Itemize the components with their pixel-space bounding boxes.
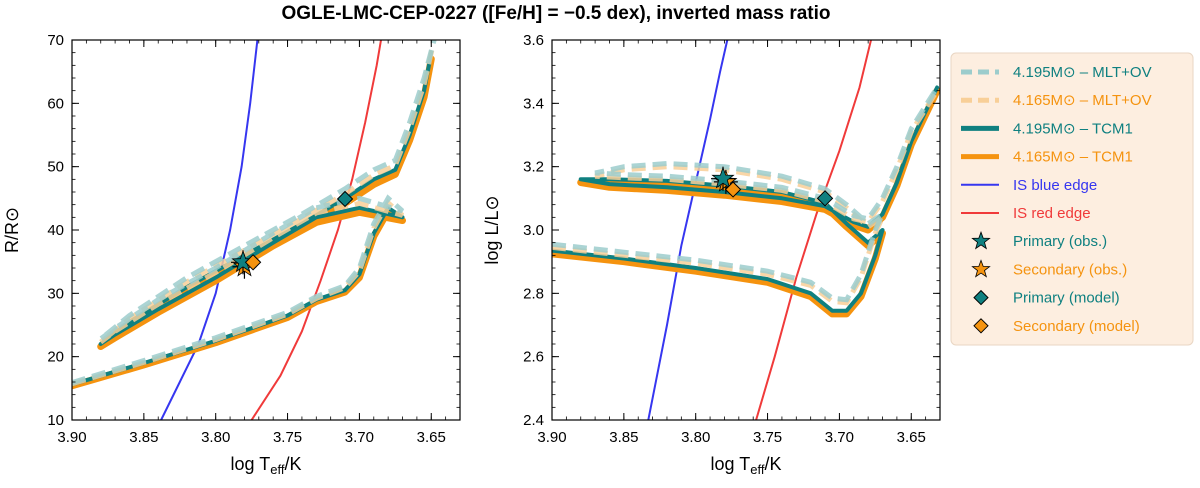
legend-label: Secondary (model) <box>1013 318 1140 335</box>
legend-handle-star <box>971 259 991 278</box>
axes-frame <box>71 39 461 421</box>
legend-handle-diamond <box>973 318 989 334</box>
y-tick-label: 20 <box>47 349 64 366</box>
y-tick-label: 50 <box>47 159 64 176</box>
legend-label: 4.165M⊙ – MLT+OV <box>1013 92 1152 109</box>
x-tick-label: 3.80 <box>681 429 710 446</box>
y-tick-label: 40 <box>47 222 64 239</box>
x-axis-label: log Teff/K <box>231 454 302 477</box>
legend-label: IS red edge <box>1013 205 1091 222</box>
y-tick-label: 10 <box>47 412 64 429</box>
model-secondary-diamond <box>724 181 742 198</box>
is-red-edge-line <box>755 40 872 420</box>
track-mltov-secondary <box>552 89 940 306</box>
y-tick-label: 3.6 <box>523 32 544 49</box>
x-tick-label: 3.75 <box>273 429 302 446</box>
model-primary-diamond <box>816 190 834 207</box>
legend-handle-diamond <box>973 289 989 306</box>
legend-label: 4.195M⊙ – TCM1 <box>1013 120 1133 137</box>
y-axis-label: log L/L⊙ <box>482 195 502 264</box>
figure-title: OGLE-LMC-CEP-0227 ([Fe/H] = −0.5 dex), i… <box>281 3 830 24</box>
y-tick-label: 30 <box>47 285 64 302</box>
x-tick-label: 3.75 <box>753 429 782 446</box>
track-mltov-primary <box>552 86 940 303</box>
legend-label: Secondary (obs.) <box>1013 261 1127 278</box>
y-tick-label: 3.0 <box>523 222 544 239</box>
track-tcm1-primary <box>72 50 434 387</box>
plot-area <box>552 40 940 420</box>
legend: 4.195M⊙ – MLT+OV 4.165M⊙ – MLT+OV 4.195M⊙ … <box>950 52 1194 346</box>
observed-primary-star <box>711 166 735 189</box>
x-tick-label: 3.70 <box>825 429 854 446</box>
legend-label: Primary (model) <box>1013 290 1120 307</box>
x-tick-label: 3.65 <box>897 429 926 446</box>
right-panel-luminosity: 3.90 3.85 3.80 3.75 3.70 3.65 2.4 2.6 2.8 3.0 3.2 3… <box>482 32 941 477</box>
track-tcm1-secondary <box>552 87 940 318</box>
y-tick-label: 2.8 <box>523 285 544 302</box>
track-mltov-secondary <box>72 45 436 387</box>
y-tick-label: 2.4 <box>523 412 544 429</box>
x-tick-label: 3.65 <box>417 429 446 446</box>
legend-handle-star <box>971 231 991 250</box>
y-tick-label: 70 <box>47 32 64 49</box>
plot-area <box>72 40 437 420</box>
track-mltov-primary <box>72 40 437 385</box>
y-axis-label: R/R⊙ <box>2 207 22 253</box>
model-primary-diamond <box>336 190 354 208</box>
model-secondary-diamond <box>244 254 262 271</box>
left-panel-radius: 3.90 3.85 3.80 3.75 3.70 3.65 10 20 30 40 50 60 70 lo… <box>2 32 461 477</box>
y-tick-label: 2.6 <box>523 349 544 366</box>
x-tick-label: 3.85 <box>609 429 638 446</box>
legend-label: 4.195M⊙ – MLT+OV <box>1013 64 1152 81</box>
legend-label: Primary (obs.) <box>1013 233 1107 250</box>
x-tick-label: 3.70 <box>345 429 374 446</box>
is-blue-edge-line <box>160 40 259 420</box>
y-tick-label: 3.2 <box>523 159 544 176</box>
x-tick-label: 3.80 <box>201 429 230 446</box>
x-tick-label: 3.90 <box>57 429 86 446</box>
y-tick-label: 60 <box>47 95 64 112</box>
x-tick-label: 3.85 <box>129 429 158 446</box>
y-tick-label: 3.4 <box>523 95 544 112</box>
is-blue-edge-line <box>647 40 729 420</box>
legend-label: IS blue edge <box>1013 177 1097 194</box>
x-tick-label: 3.90 <box>537 429 566 446</box>
legend-label: 4.165M⊙ – TCM1 <box>1013 149 1133 166</box>
legend-box <box>950 52 1194 346</box>
x-axis-label: log Teff/K <box>711 454 782 477</box>
is-red-edge-line <box>250 40 382 420</box>
